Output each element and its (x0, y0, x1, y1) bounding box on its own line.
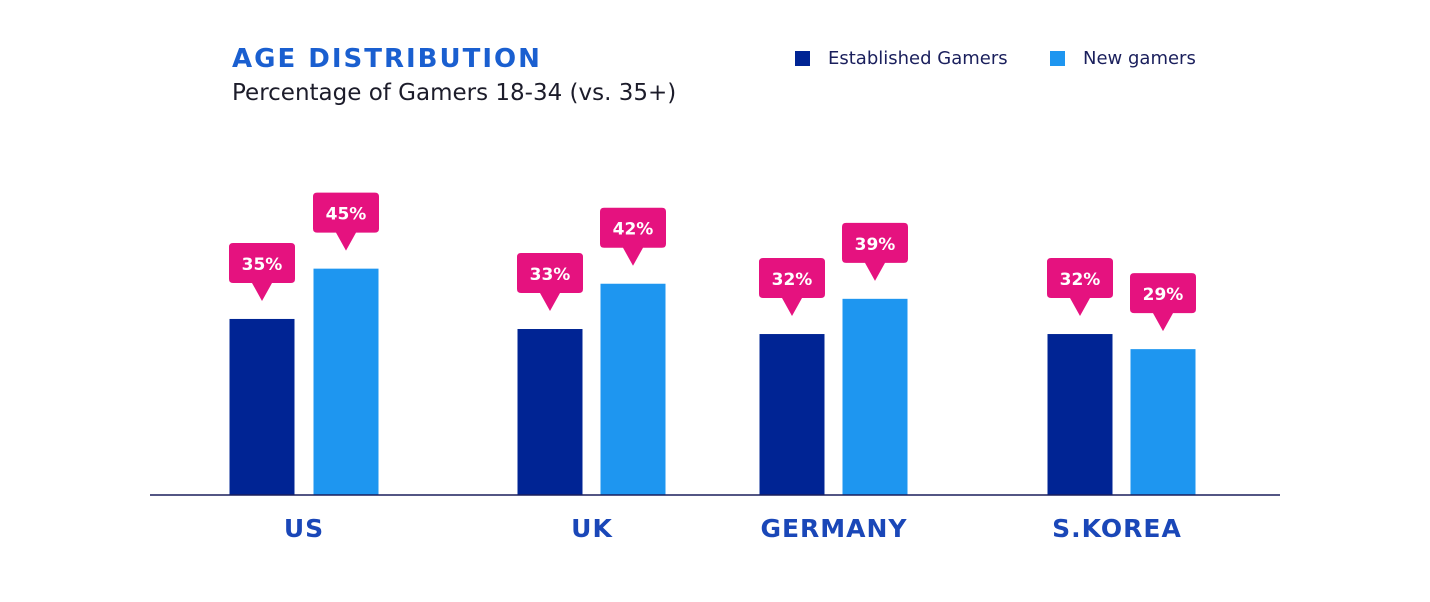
bar (759, 334, 825, 495)
value-label: 33% (530, 265, 571, 285)
legend-item-new: New gamers (1050, 48, 1196, 69)
x-tick-label: UK (571, 514, 613, 543)
value-label: 32% (772, 270, 813, 290)
chart-title: AGE DISTRIBUTION (232, 44, 542, 74)
x-tick-label: GERMANY (760, 514, 907, 543)
x-tick-label: US (284, 514, 324, 543)
value-label: 39% (855, 235, 896, 255)
value-label: 35% (242, 255, 283, 275)
value-callout (1047, 258, 1113, 317)
bar (313, 268, 379, 495)
bar (517, 329, 583, 495)
legend-swatch-new (1050, 51, 1065, 66)
value-label: 32% (1060, 270, 1101, 290)
bar (842, 298, 908, 495)
legend-label-established: Established Gamers (828, 48, 1008, 69)
value-label: 29% (1143, 285, 1184, 305)
value-callout (842, 222, 908, 281)
value-label: 42% (613, 220, 654, 240)
bar (229, 318, 295, 495)
value-callout (229, 242, 295, 301)
bar (1047, 334, 1113, 495)
legend-label-new: New gamers (1083, 48, 1196, 69)
bar (1130, 349, 1196, 495)
x-tick-label: S.KOREA (1052, 514, 1182, 543)
value-callout (759, 258, 825, 317)
bar (600, 283, 666, 495)
value-callout (313, 192, 379, 251)
value-callout (1130, 273, 1196, 332)
chart-subtitle: Percentage of Gamers 18-34 (vs. 35+) (232, 80, 677, 106)
legend-swatch-established (795, 51, 810, 66)
value-callout (600, 207, 666, 266)
value-label: 45% (326, 205, 367, 225)
value-callout (517, 253, 583, 312)
legend-item-established: Established Gamers (795, 48, 1008, 69)
